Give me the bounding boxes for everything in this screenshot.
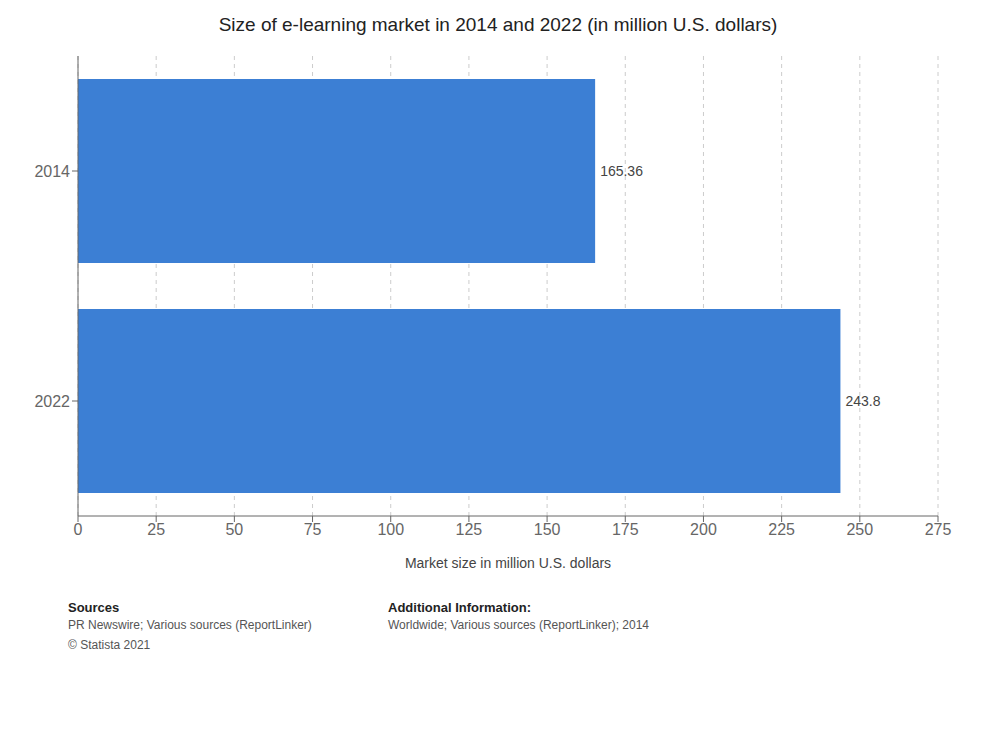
svg-text:75: 75 — [304, 521, 322, 538]
html-text:© Statista 2021: © Statista 2021 — [68, 638, 151, 652]
svg-text:165.36: 165.36 — [600, 163, 643, 179]
svg-text:225: 225 — [768, 521, 795, 538]
svg-text:125: 125 — [456, 521, 483, 538]
svg-text:25: 25 — [147, 521, 165, 538]
html-text:PR Newswire; Various sources (: PR Newswire; Various sources (ReportLink… — [68, 618, 312, 632]
html-text:Sources: Sources — [68, 600, 120, 615]
svg-text:100: 100 — [377, 521, 404, 538]
html-text:Worldwide; Various sources (Re: Worldwide; Various sources (ReportLinker… — [388, 618, 649, 632]
svg-text:275: 275 — [925, 521, 952, 538]
svg-text:243.8: 243.8 — [845, 393, 880, 409]
svg-text:0: 0 — [74, 521, 83, 538]
svg-text:150: 150 — [534, 521, 561, 538]
svg-text:250: 250 — [846, 521, 873, 538]
svg-text:200: 200 — [690, 521, 717, 538]
html-text:Additional Information:: Additional Information: — [388, 600, 531, 615]
html-text:Size of e-learning market in 2: Size of e-learning market in 2014 and 20… — [218, 14, 778, 35]
svg-text:175: 175 — [612, 521, 639, 538]
svg-text:Market size in million U.S. do: Market size in million U.S. dollars — [405, 555, 611, 571]
svg-text:2014: 2014 — [34, 163, 70, 180]
svg-text:50: 50 — [225, 521, 243, 538]
svg-text:2022: 2022 — [34, 393, 70, 410]
